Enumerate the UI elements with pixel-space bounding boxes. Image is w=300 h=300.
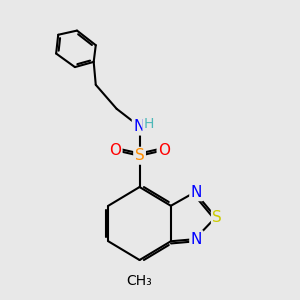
Text: N: N xyxy=(191,232,202,247)
Text: S: S xyxy=(135,148,144,163)
Text: O: O xyxy=(158,143,170,158)
Text: CH₃: CH₃ xyxy=(127,274,152,288)
Text: H: H xyxy=(144,117,154,131)
Text: O: O xyxy=(109,143,121,158)
Text: S: S xyxy=(212,210,222,225)
Text: N: N xyxy=(191,185,202,200)
Text: N: N xyxy=(133,119,145,134)
